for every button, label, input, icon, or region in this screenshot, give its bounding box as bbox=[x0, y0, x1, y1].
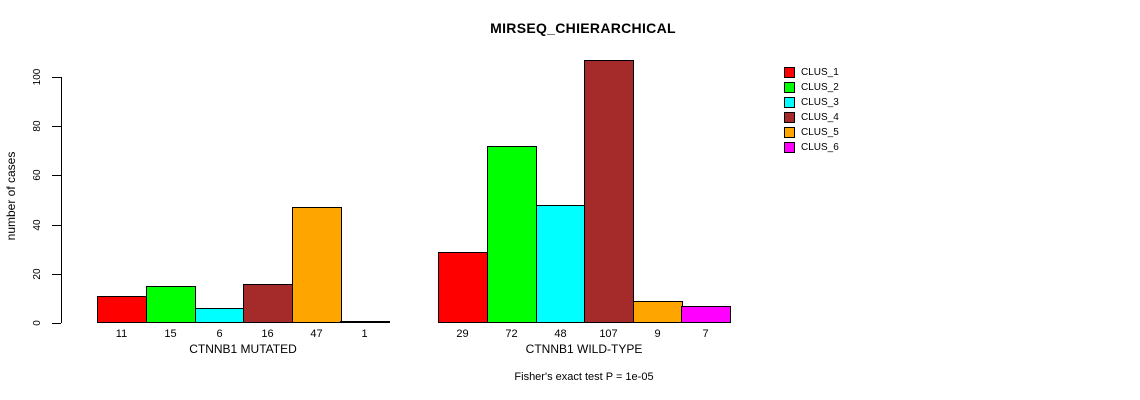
legend-swatch-clus_5 bbox=[784, 127, 795, 138]
legend-swatch-clus_6 bbox=[784, 142, 795, 153]
legend-swatch-clus_2 bbox=[784, 82, 795, 93]
y-axis-label: number of cases bbox=[4, 151, 18, 241]
bar-value-label: 48 bbox=[554, 328, 567, 340]
bar-value-label: 1 bbox=[361, 328, 368, 340]
y-tick-label: 40 bbox=[32, 219, 43, 231]
legend-swatch-clus_3 bbox=[784, 97, 795, 108]
stat-annotation: Fisher's exact test P = 1e-05 bbox=[514, 371, 654, 383]
bar-clus_1 bbox=[438, 252, 488, 323]
y-tick-label: 60 bbox=[32, 169, 43, 181]
bar-clus_5 bbox=[292, 207, 342, 323]
bar-clus_1 bbox=[97, 296, 147, 323]
legend-swatch-clus_1 bbox=[784, 67, 795, 78]
x-group-label: CTNNB1 MUTATED bbox=[189, 342, 297, 356]
bar-value-label: 15 bbox=[164, 328, 177, 340]
y-tick-label: 100 bbox=[32, 68, 43, 86]
bar-value-label: 72 bbox=[505, 328, 518, 340]
legend-item: CLUS_1 bbox=[784, 65, 839, 80]
y-tick-label: 80 bbox=[32, 120, 43, 132]
y-tick bbox=[52, 126, 61, 127]
chart-title: MIRSEQ_CHIERARCHICAL bbox=[490, 20, 676, 36]
bar-value-label: 29 bbox=[456, 328, 469, 340]
bar-clus_4 bbox=[584, 60, 634, 323]
y-axis-line bbox=[61, 77, 62, 323]
y-tick bbox=[52, 274, 61, 275]
bar-clus_3 bbox=[536, 205, 586, 323]
legend-item: CLUS_4 bbox=[784, 110, 839, 125]
legend-label: CLUS_4 bbox=[801, 112, 839, 123]
y-tick bbox=[52, 77, 61, 78]
bar-clus_2 bbox=[146, 286, 196, 323]
legend-label: CLUS_1 bbox=[801, 67, 839, 78]
x-group-label: CTNNB1 WILD-TYPE bbox=[525, 342, 643, 356]
legend-item: CLUS_3 bbox=[784, 95, 839, 110]
legend-item: CLUS_5 bbox=[784, 125, 839, 140]
bar-clus_6 bbox=[340, 321, 390, 323]
legend-label: CLUS_6 bbox=[801, 142, 839, 153]
bar-clus_2 bbox=[487, 146, 537, 323]
bar-clus_6 bbox=[681, 306, 731, 323]
bar-clus_3 bbox=[195, 308, 245, 323]
bar-value-label: 47 bbox=[310, 328, 323, 340]
bar-clus_5 bbox=[633, 301, 683, 323]
legend-label: CLUS_2 bbox=[801, 82, 839, 93]
y-tick bbox=[52, 225, 61, 226]
legend-swatch-clus_4 bbox=[784, 112, 795, 123]
y-tick bbox=[52, 175, 61, 176]
legend: CLUS_1 CLUS_2 CLUS_3 CLUS_4 CLUS_5 CLUS_6 bbox=[784, 65, 839, 155]
bar-value-label: 9 bbox=[654, 328, 661, 340]
bar-value-label: 7 bbox=[702, 328, 709, 340]
bar-value-label: 11 bbox=[115, 328, 128, 340]
legend-label: CLUS_3 bbox=[801, 97, 839, 108]
bar-value-label: 6 bbox=[216, 328, 223, 340]
y-tick-label: 0 bbox=[32, 320, 43, 326]
legend-label: CLUS_5 bbox=[801, 127, 839, 138]
legend-item: CLUS_6 bbox=[784, 140, 839, 155]
bar-clus_4 bbox=[243, 284, 293, 323]
y-tick bbox=[52, 323, 61, 324]
legend-item: CLUS_2 bbox=[784, 80, 839, 95]
y-tick-label: 20 bbox=[32, 268, 43, 280]
bar-value-label: 16 bbox=[261, 328, 274, 340]
bar-value-label: 107 bbox=[599, 328, 618, 340]
